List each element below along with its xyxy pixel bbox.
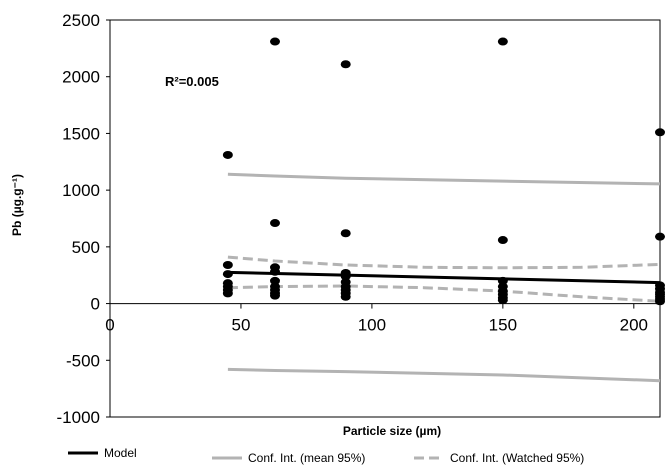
data-point — [270, 276, 280, 285]
data-point — [222, 289, 233, 298]
data-point — [655, 297, 665, 306]
data-point — [270, 291, 280, 300]
series-line — [227, 172, 661, 186]
data-point — [270, 267, 280, 276]
legend: Model Conf. Int. (mean 95%) Conf. Int. (Wa… — [68, 446, 584, 465]
data-point — [340, 229, 351, 238]
legend-label: Conf. Int. (mean 95%) — [248, 451, 365, 465]
data-point — [497, 296, 508, 305]
x-tick-label: 0 — [105, 316, 114, 335]
data-point — [270, 219, 280, 228]
series-line — [227, 270, 661, 285]
data-point — [222, 261, 233, 270]
plot-area — [109, 19, 661, 418]
y-tick-label: 1500 — [62, 124, 100, 143]
axes-layer: -1000 -500 0 500 1000 1500 2000 2500 0 50 100 150 20… — [57, 11, 660, 427]
x-axis-title: Particle size (µm) — [343, 424, 441, 438]
y-tick-label: -1000 — [57, 408, 100, 427]
y-tick-label: -500 — [66, 351, 100, 370]
data-point — [655, 128, 665, 137]
data-point — [222, 270, 233, 279]
x-tick-label: 200 — [620, 316, 648, 335]
y-axis-title: Pb (µg.g⁻¹) — [10, 174, 24, 236]
series-layer — [227, 172, 661, 383]
plot-frame — [109, 19, 661, 418]
data-point — [655, 232, 665, 241]
y-tick-label: 1000 — [62, 181, 100, 200]
data-point — [497, 236, 508, 245]
points-layer — [222, 37, 665, 306]
series-line — [227, 284, 661, 303]
x-tick-label: 150 — [489, 316, 517, 335]
y-tick-label: 2000 — [62, 68, 100, 87]
series-line — [227, 367, 661, 383]
y-tick-label: 0 — [91, 295, 100, 314]
y-tick-label: 2500 — [62, 11, 100, 30]
y-tick-label: 500 — [72, 238, 100, 257]
data-point — [497, 37, 508, 46]
data-point — [340, 272, 351, 281]
data-point — [497, 276, 508, 285]
series-line — [227, 255, 661, 270]
x-tick-label: 100 — [358, 316, 386, 335]
data-point — [340, 292, 351, 301]
r-squared-annotation: R²=0.005 — [165, 74, 219, 89]
data-point — [222, 150, 233, 159]
data-point — [340, 60, 351, 69]
x-tick-label: 50 — [231, 316, 250, 335]
data-point — [270, 37, 280, 46]
legend-label: Model — [104, 446, 137, 460]
legend-label: Conf. Int. (Watched 95%) — [450, 451, 584, 465]
